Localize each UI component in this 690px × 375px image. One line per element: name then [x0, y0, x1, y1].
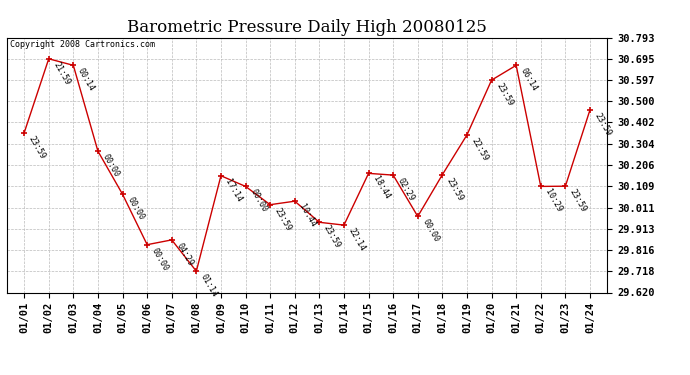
- Text: 18:44: 18:44: [371, 175, 392, 201]
- Text: 02:29: 02:29: [396, 177, 416, 203]
- Text: 22:59: 22:59: [470, 136, 490, 162]
- Text: 00:00: 00:00: [248, 188, 268, 214]
- Text: 17:14: 17:14: [224, 177, 244, 203]
- Text: 04:29: 04:29: [175, 241, 195, 267]
- Text: 23:59: 23:59: [494, 81, 515, 108]
- Text: 10:29: 10:29: [544, 188, 564, 214]
- Text: 00:00: 00:00: [126, 196, 146, 222]
- Text: 23:59: 23:59: [568, 188, 589, 214]
- Text: 00:00: 00:00: [420, 218, 441, 244]
- Text: 22:14: 22:14: [347, 226, 367, 253]
- Text: 06:14: 06:14: [519, 67, 540, 93]
- Text: 23:59: 23:59: [322, 224, 342, 250]
- Text: 10:44: 10:44: [297, 202, 318, 229]
- Text: 00:00: 00:00: [150, 246, 170, 272]
- Text: 23:59: 23:59: [445, 176, 466, 202]
- Title: Barometric Pressure Daily High 20080125: Barometric Pressure Daily High 20080125: [127, 19, 487, 36]
- Text: 01:14: 01:14: [199, 273, 219, 299]
- Text: 21:59: 21:59: [52, 60, 72, 86]
- Text: 00:00: 00:00: [101, 153, 121, 179]
- Text: 23:59: 23:59: [593, 111, 613, 137]
- Text: Copyright 2008 Cartronics.com: Copyright 2008 Cartronics.com: [10, 40, 155, 49]
- Text: 00:14: 00:14: [76, 67, 97, 93]
- Text: 23:59: 23:59: [27, 134, 47, 160]
- Text: 23:59: 23:59: [273, 206, 293, 232]
